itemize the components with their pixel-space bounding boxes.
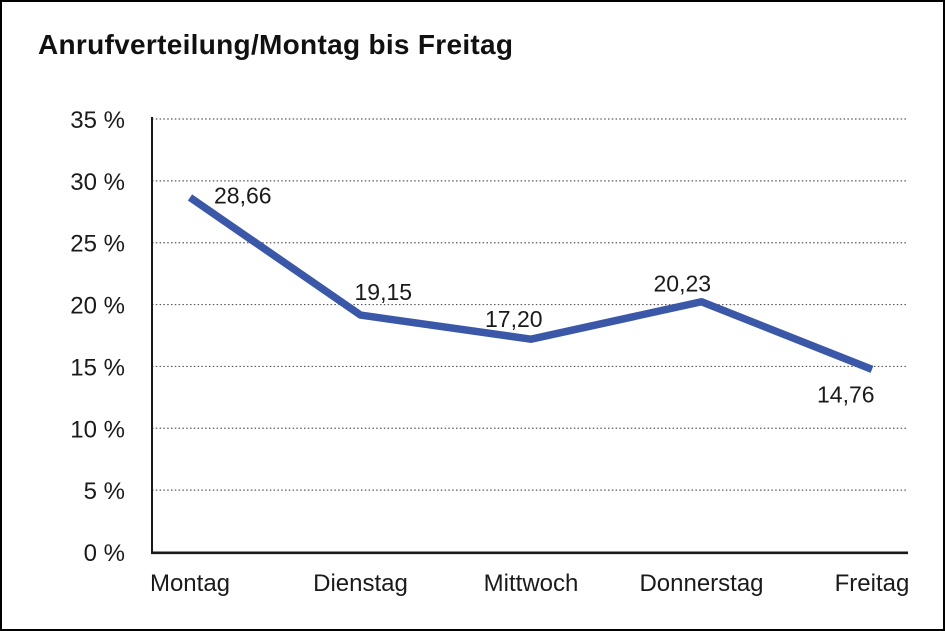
data-point-label: 28,66	[214, 182, 272, 208]
x-axis-label: Donnerstag	[639, 570, 763, 597]
y-axis-tick-label: 15 %	[70, 354, 125, 381]
y-axis-tick-label: 10 %	[70, 416, 125, 443]
data-point-label: 19,15	[355, 279, 413, 305]
chart-title: Anrufverteilung/Montag bis Freitag	[38, 29, 514, 60]
data-point-label: 14,76	[817, 381, 875, 407]
x-axis-label: Mittwoch	[484, 570, 579, 597]
y-axis-tick-label: 25 %	[70, 231, 125, 258]
y-axis-tick-label: 5 %	[84, 478, 125, 505]
data-point-label: 17,20	[485, 306, 543, 332]
y-axis-tick-label: 35 %	[70, 107, 125, 134]
data-point-label: 20,23	[654, 271, 712, 297]
y-axis-tick-label: 30 %	[70, 169, 125, 196]
y-axis-tick-label: 20 %	[70, 293, 125, 320]
x-axis-label: Freitag	[835, 570, 910, 597]
x-axis-label: Dienstag	[313, 570, 408, 597]
data-line	[187, 194, 874, 373]
x-axis-label: Montag	[150, 570, 230, 597]
y-axis-tick-label: 0 %	[84, 540, 125, 567]
